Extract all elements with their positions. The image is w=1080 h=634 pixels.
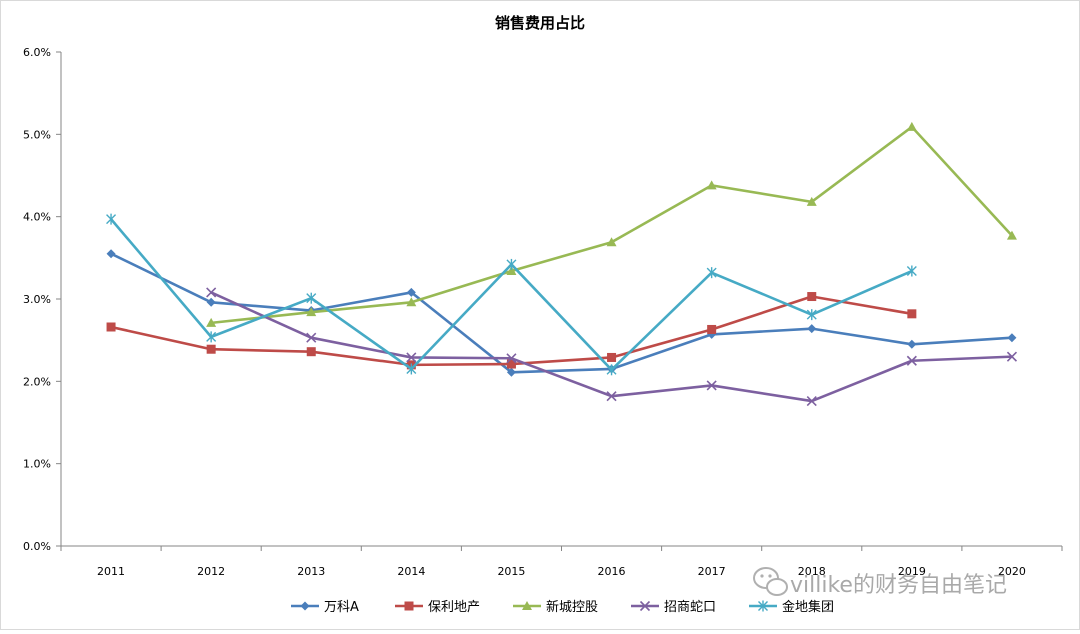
series-layer [106, 121, 1018, 407]
marker-square [707, 324, 717, 334]
marker-star [506, 258, 517, 270]
y-tick-label: 6.0% [23, 46, 51, 59]
legend-item: 万科A [291, 600, 359, 615]
watermark: villike的财务自由笔记 [753, 567, 1007, 598]
x-tick-label: 2016 [598, 565, 626, 578]
marker-star [106, 213, 117, 225]
marker-star [806, 309, 817, 321]
marker-square [206, 344, 216, 354]
marker-diamond [206, 297, 216, 307]
marker-x [606, 391, 617, 402]
legend: 万科A 保利地产 新城控股 招商蛇口 金地集团 [291, 599, 834, 615]
marker-triangle [522, 601, 532, 610]
marker-x [639, 600, 651, 612]
series-2 [106, 292, 917, 370]
marker-star [706, 267, 717, 279]
y-tick-label: 4.0% [23, 211, 51, 224]
legend-label: 万科A [324, 600, 359, 615]
marker-x [406, 352, 417, 363]
x-tick-label: 2014 [397, 565, 425, 578]
y-tick-label: 1.0% [23, 458, 51, 471]
x-tick-label: 2011 [97, 565, 125, 578]
marker-diamond [807, 324, 817, 334]
y-tick-label: 5.0% [23, 128, 51, 141]
marker-x [806, 396, 817, 407]
series-3 [206, 121, 1017, 327]
marker-diamond [1007, 333, 1017, 343]
axes: 0.0% 1.0% 2.0% 3.0% 4.0% 5.0% 6.0% 2011 2012 2013… [23, 46, 1063, 578]
x-tick-label: 2015 [497, 565, 525, 578]
y-tick-label: 0.0% [23, 540, 51, 553]
marker-x [306, 332, 317, 343]
marker-triangle [806, 196, 817, 206]
x-tick-label: 2017 [698, 565, 726, 578]
x-tick-label: 2013 [297, 565, 325, 578]
marker-square [907, 309, 917, 319]
series-line [110, 252, 1013, 374]
y-tick-label: 2.0% [23, 375, 51, 388]
marker-square [404, 601, 414, 611]
x-tick-label: 2019 [898, 565, 926, 578]
wechat-icon [753, 567, 788, 596]
y-tick-label: 3.0% [23, 293, 51, 306]
legend-label: 金地集团 [782, 599, 834, 615]
marker-x [206, 287, 217, 298]
legend-item: 保利地产 [395, 600, 480, 615]
legend-item: 招商蛇口 [631, 600, 716, 615]
marker-diamond [506, 367, 516, 377]
legend-label: 新城控股 [546, 599, 598, 615]
marker-triangle [406, 297, 417, 307]
marker-square [607, 352, 617, 362]
legend-label: 招商蛇口 [664, 600, 716, 615]
marker-x [906, 355, 917, 366]
marker-x [1006, 351, 1018, 362]
marker-x [506, 353, 517, 364]
marker-triangle [306, 307, 317, 317]
marker-triangle [606, 237, 617, 247]
marker-diamond [907, 339, 917, 349]
series-1 [106, 249, 1017, 377]
chart-title: 销售费用占比 [495, 14, 585, 32]
marker-star [206, 331, 217, 343]
marker-square [306, 347, 316, 357]
marker-star [606, 364, 617, 376]
marker-star [306, 292, 317, 304]
marker-triangle [906, 121, 917, 131]
legend-label: 保利地产 [428, 600, 480, 615]
marker-diamond [300, 601, 310, 611]
x-tick-label: 2018 [798, 565, 826, 578]
legend-item: 新城控股 [513, 599, 598, 615]
marker-square [106, 322, 116, 332]
marker-diamond [106, 249, 116, 259]
marker-triangle [1006, 230, 1017, 240]
x-tick-label: 2020 [998, 565, 1026, 578]
marker-star [406, 363, 417, 375]
legend-item: 金地集团 [749, 599, 834, 615]
series-4 [206, 287, 1018, 407]
marker-diamond [406, 287, 416, 297]
marker-square [807, 292, 817, 302]
marker-square [506, 359, 516, 369]
marker-star [906, 265, 917, 277]
series-5 [106, 213, 917, 376]
marker-triangle [706, 180, 717, 190]
watermark-text: villike的财务自由笔记 [790, 573, 1007, 598]
x-tick-label: 2012 [197, 565, 225, 578]
marker-triangle [206, 317, 217, 327]
marker-triangle [506, 266, 517, 276]
marker-x [706, 380, 717, 391]
marker-star [758, 600, 768, 612]
